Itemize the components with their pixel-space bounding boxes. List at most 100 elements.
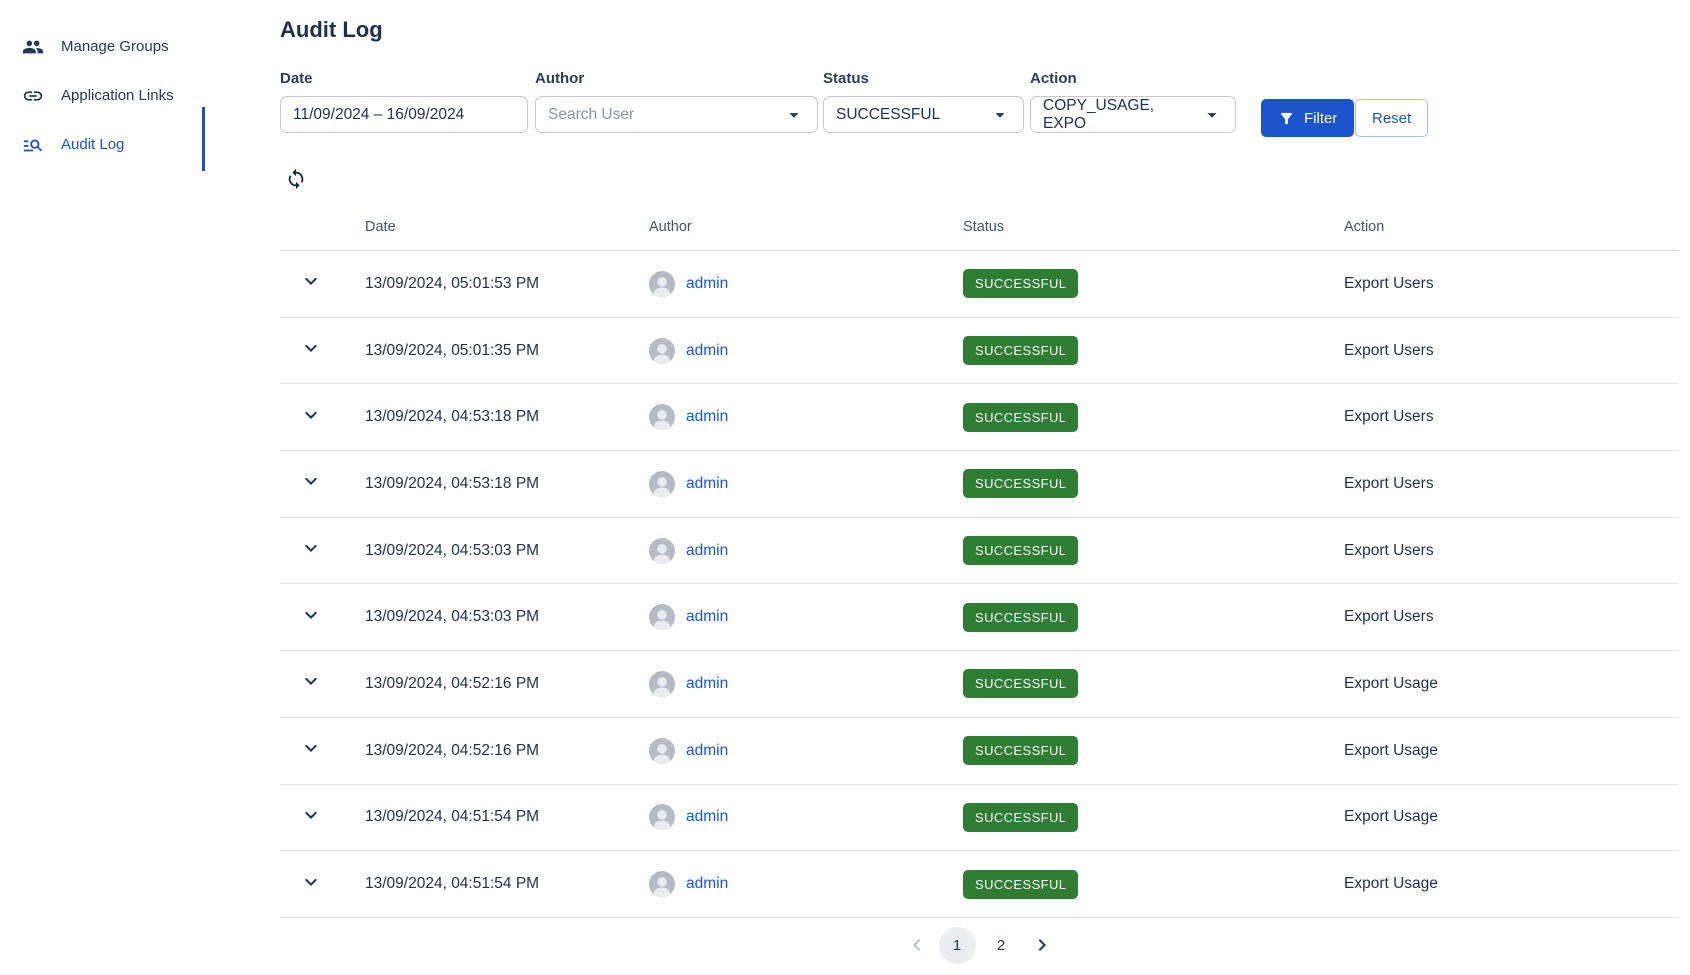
date-filter-group: Date xyxy=(280,70,528,133)
status-badge: SUCCESSFUL xyxy=(963,336,1079,366)
table-row: 13/09/2024, 04:52:16 PM admin SUCCESSFUL… xyxy=(280,651,1678,718)
date-range-field-box xyxy=(280,96,528,133)
sidebar-item-label: Audit Log xyxy=(61,136,125,153)
pagination: 1 2 xyxy=(280,921,1678,969)
expand-row-button[interactable] xyxy=(299,870,323,894)
author-search-select[interactable] xyxy=(535,96,818,133)
author-link[interactable]: admin xyxy=(686,808,729,826)
page-title: Audit Log xyxy=(280,17,383,42)
expand-cell xyxy=(280,403,365,432)
date-cell: 13/09/2024, 04:53:18 PM xyxy=(365,474,540,492)
author-cell: admin xyxy=(649,270,963,297)
column-header-date: Date xyxy=(365,219,396,235)
avatar xyxy=(649,737,675,764)
reset-button[interactable]: Reset xyxy=(1355,99,1429,137)
table-row: 13/09/2024, 04:53:03 PM admin SUCCESSFUL… xyxy=(280,518,1678,585)
status-filter-label: Status xyxy=(823,70,869,87)
expand-row-button[interactable] xyxy=(299,336,323,360)
author-cell: admin xyxy=(649,670,963,697)
author-search-input[interactable] xyxy=(548,105,783,124)
expand-cell xyxy=(280,269,365,298)
chevron-right-icon xyxy=(1030,939,1054,960)
page-button-1[interactable]: 1 xyxy=(938,926,976,964)
date-cell: 13/09/2024, 04:53:03 PM xyxy=(365,608,540,626)
expand-row-button[interactable] xyxy=(299,269,323,293)
page-button-2[interactable]: 2 xyxy=(983,927,1020,964)
status-select[interactable]: SUCCESSFUL xyxy=(823,96,1024,133)
audit-log-table: Date Author Status Action 13/09/2024, 05… xyxy=(280,204,1678,918)
author-link[interactable]: admin xyxy=(686,674,729,692)
expand-row-button[interactable] xyxy=(299,403,323,427)
status-badge: SUCCESSFUL xyxy=(963,736,1079,766)
expand-row-button[interactable] xyxy=(299,469,323,493)
chevron-down-icon xyxy=(299,878,323,897)
status-cell: SUCCESSFUL xyxy=(963,736,1344,766)
author-cell: admin xyxy=(649,537,963,564)
author-cell: admin xyxy=(649,737,963,764)
status-cell: SUCCESSFUL xyxy=(963,269,1344,299)
author-link[interactable]: admin xyxy=(686,608,729,626)
filter-button[interactable]: Filter xyxy=(1261,99,1355,137)
chevron-down-icon[interactable] xyxy=(783,104,805,126)
chevron-down-icon[interactable] xyxy=(989,104,1011,126)
author-link[interactable]: admin xyxy=(686,474,729,492)
expand-row-button[interactable] xyxy=(299,603,323,627)
expand-cell xyxy=(280,469,365,498)
author-link[interactable]: admin xyxy=(686,274,729,292)
people-icon xyxy=(22,36,44,58)
status-cell: SUCCESSFUL xyxy=(963,469,1344,499)
date-filter-label: Date xyxy=(280,70,313,87)
status-filter-group: Status SUCCESSFUL xyxy=(823,70,1024,133)
main-content: Audit Log Date Author Status SUCCESSFUL xyxy=(280,0,1678,975)
author-filter-label: Author xyxy=(535,70,585,87)
status-badge: SUCCESSFUL xyxy=(963,669,1079,699)
avatar xyxy=(649,404,675,431)
filter-button-label: Filter xyxy=(1304,109,1338,127)
refresh-button[interactable] xyxy=(285,168,307,190)
expand-cell xyxy=(280,870,365,899)
chevron-down-icon xyxy=(299,744,323,763)
column-header-author: Author xyxy=(649,219,692,235)
avatar xyxy=(649,804,675,831)
author-link[interactable]: admin xyxy=(686,875,729,893)
action-cell: Export Users xyxy=(1344,474,1434,492)
link-icon xyxy=(22,85,44,107)
author-link[interactable]: admin xyxy=(686,408,729,426)
expand-cell xyxy=(280,603,365,632)
sidebar-item-manage-groups[interactable]: Manage Groups xyxy=(0,22,205,71)
expand-row-button[interactable] xyxy=(299,536,323,560)
author-link[interactable]: admin xyxy=(686,741,729,759)
next-page-button[interactable] xyxy=(1027,930,1057,960)
status-badge: SUCCESSFUL xyxy=(963,602,1079,632)
expand-row-button[interactable] xyxy=(299,669,323,693)
sidebar-item-application-links[interactable]: Application Links xyxy=(0,71,205,120)
action-cell: Export Users xyxy=(1344,341,1434,359)
avatar xyxy=(649,270,675,297)
date-cell: 13/09/2024, 04:52:16 PM xyxy=(365,741,540,759)
chevron-down-icon xyxy=(299,411,323,430)
date-range-input[interactable] xyxy=(293,105,515,124)
column-header-status: Status xyxy=(963,219,1005,235)
status-cell: SUCCESSFUL xyxy=(963,336,1344,366)
author-link[interactable]: admin xyxy=(686,541,729,559)
sidebar-item-audit-log[interactable]: Audit Log xyxy=(0,120,205,169)
avatar xyxy=(649,871,675,898)
action-cell: Export Users xyxy=(1344,608,1434,626)
chevron-down-icon[interactable] xyxy=(1201,104,1223,126)
sidebar-item-label: Application Links xyxy=(61,87,174,104)
expand-row-button[interactable] xyxy=(299,803,323,827)
expand-row-button[interactable] xyxy=(299,736,323,760)
action-cell: Export Users xyxy=(1344,408,1434,426)
status-badge: SUCCESSFUL xyxy=(963,802,1079,832)
status-cell: SUCCESSFUL xyxy=(963,536,1344,566)
action-cell: Export Usage xyxy=(1344,875,1438,893)
chevron-down-icon xyxy=(299,277,323,296)
status-cell: SUCCESSFUL xyxy=(963,669,1344,699)
previous-page-button[interactable] xyxy=(902,930,932,960)
avatar xyxy=(649,470,675,497)
author-link[interactable]: admin xyxy=(686,341,729,359)
status-cell: SUCCESSFUL xyxy=(963,402,1344,432)
action-select[interactable]: COPY_USAGE, EXPO xyxy=(1030,96,1236,133)
chevron-down-icon xyxy=(299,611,323,630)
status-cell: SUCCESSFUL xyxy=(963,802,1344,832)
